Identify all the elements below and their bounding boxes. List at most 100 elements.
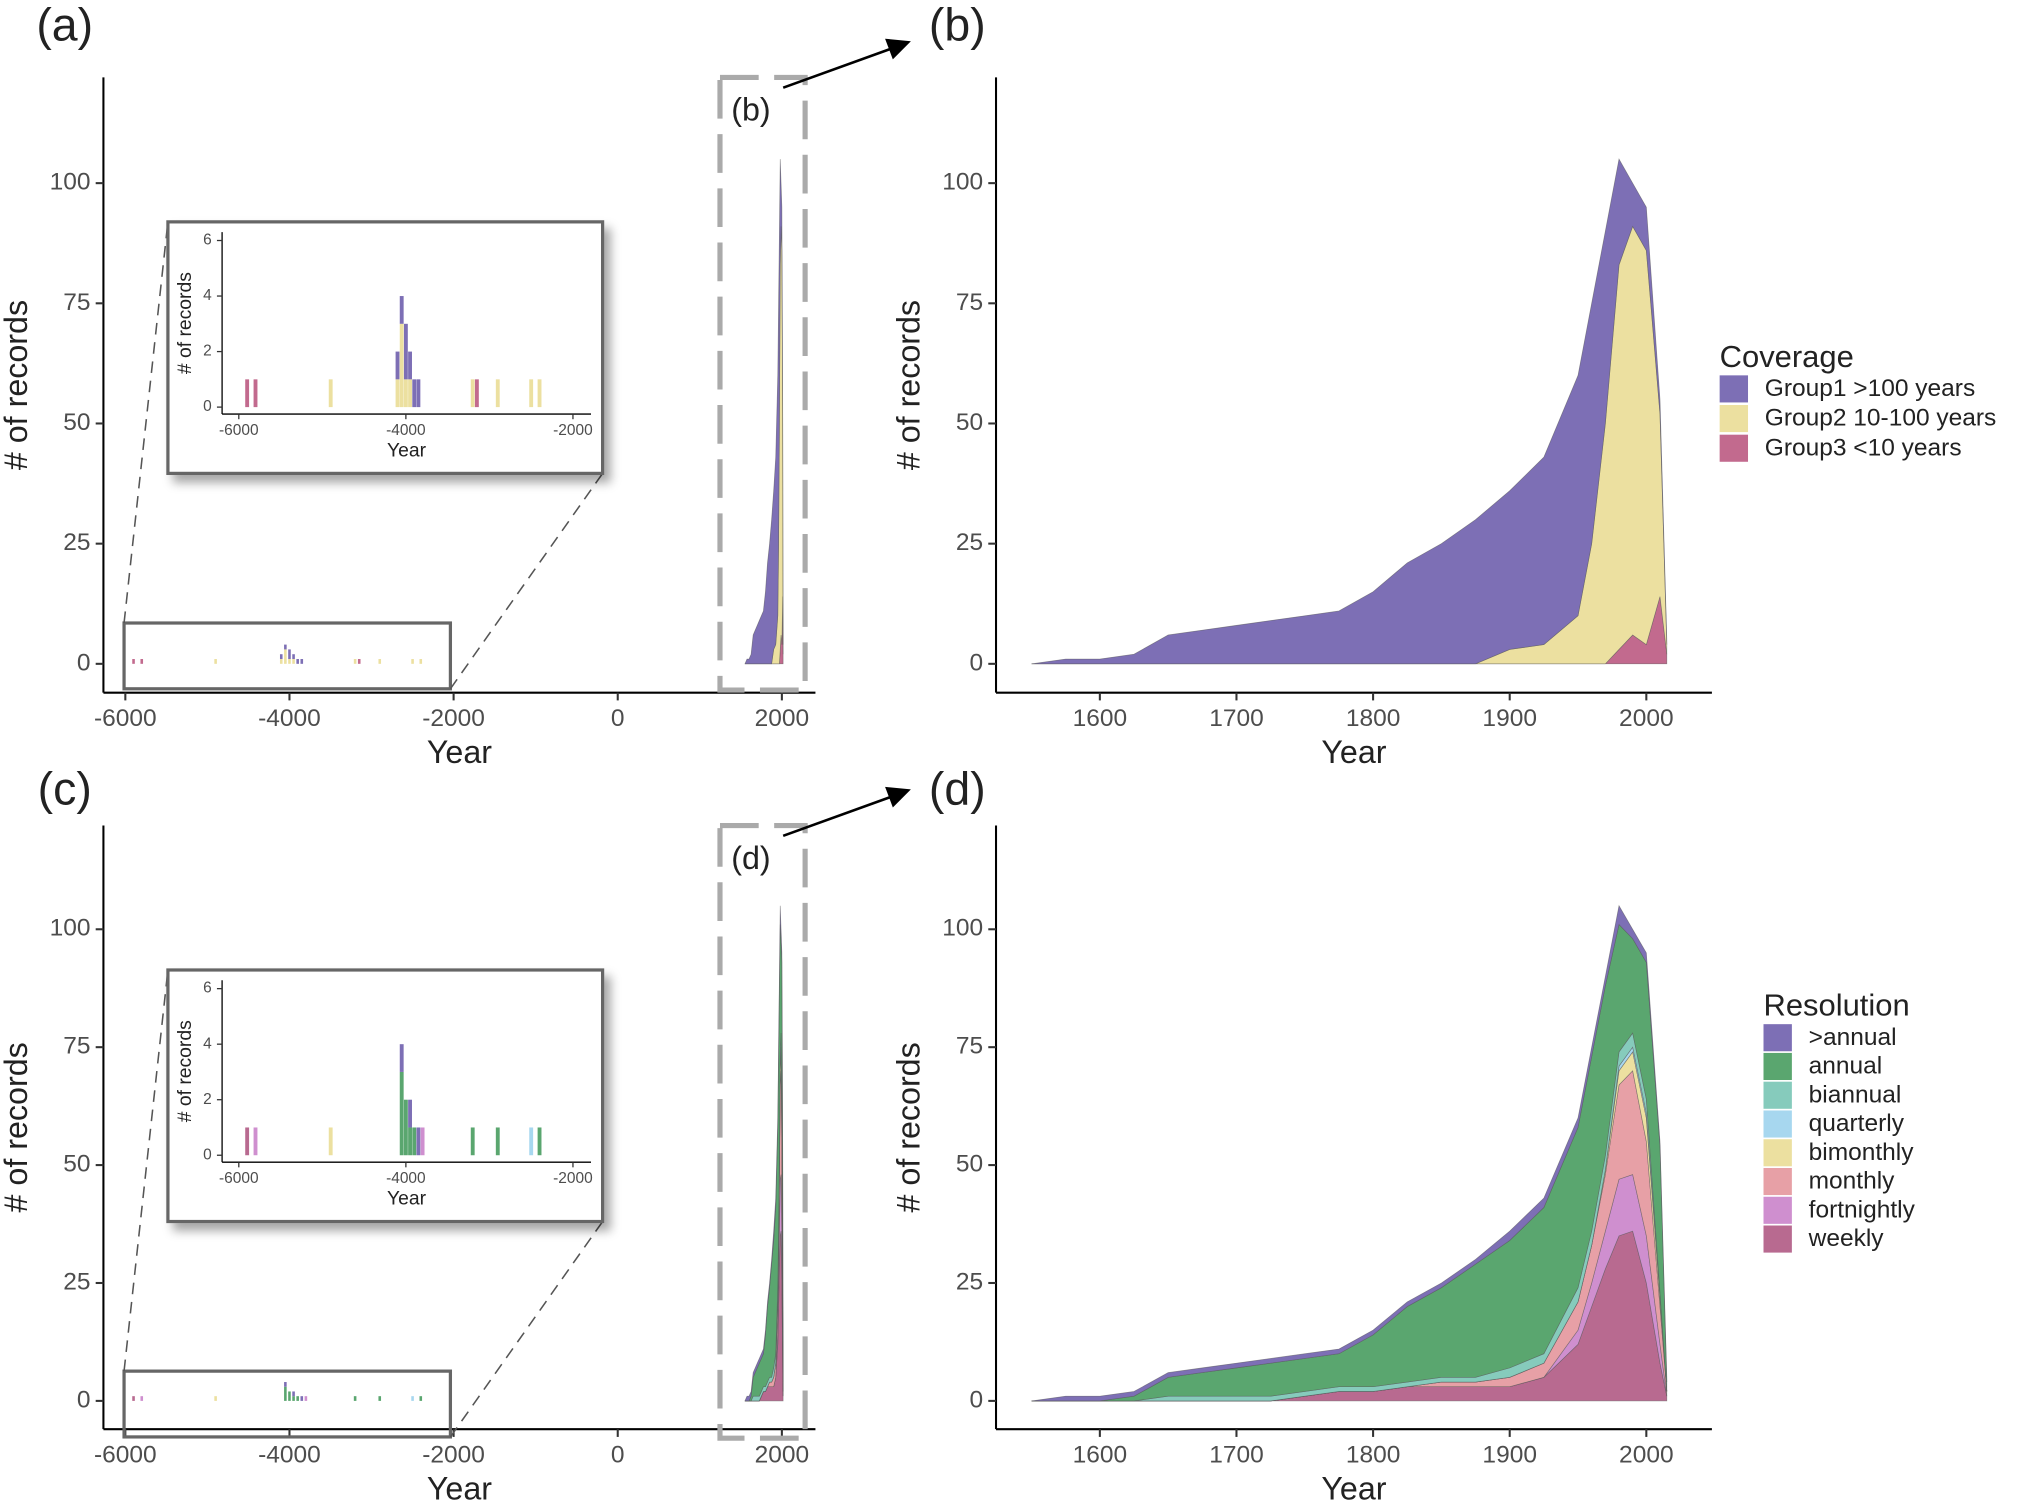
zoom-label: (b) [731, 92, 770, 128]
bar [328, 379, 333, 408]
bar [279, 659, 283, 664]
bar [132, 1396, 135, 1401]
bar [300, 1396, 304, 1401]
bar [529, 1127, 534, 1156]
y-axis-title: # of records [890, 300, 926, 470]
bar [357, 659, 361, 664]
x-tick-label: -2000 [553, 422, 593, 439]
bar [292, 659, 295, 664]
bar [353, 659, 357, 664]
connector [123, 969, 169, 1372]
y-tick-label: 0 [77, 1386, 91, 1413]
x-axis-title: Year [427, 734, 492, 770]
connector [449, 1221, 604, 1438]
area [744, 159, 784, 665]
x-tick-label: -4000 [258, 705, 321, 732]
bar [529, 379, 534, 408]
bar [284, 644, 287, 650]
legend-swatch [1763, 1167, 1792, 1196]
zoom-box [122, 621, 453, 691]
bar [300, 659, 304, 664]
bar [132, 659, 135, 664]
bar [416, 379, 421, 408]
bar [420, 1127, 425, 1156]
bar [284, 1382, 287, 1387]
bar [245, 379, 250, 408]
x-tick-label: -2000 [553, 1170, 593, 1187]
bar [399, 1071, 404, 1156]
legend-title: Coverage [1720, 339, 1854, 374]
y-tick-label: 4 [203, 1035, 212, 1052]
bar [395, 379, 400, 408]
legend-swatch [1763, 1110, 1792, 1138]
y-tick-label: 0 [203, 1146, 212, 1163]
bar [304, 1396, 308, 1401]
legend-label: biannual [1809, 1081, 1902, 1108]
bar [403, 379, 408, 408]
y-tick-label: 25 [956, 529, 983, 556]
x-tick-label: 1900 [1482, 705, 1537, 732]
bar [419, 659, 423, 664]
bar [408, 1099, 412, 1128]
bar [495, 1127, 500, 1156]
area [744, 905, 784, 1402]
connector [449, 472, 604, 690]
y-tick-label: 100 [942, 915, 983, 942]
y-tick-label: 6 [203, 980, 212, 997]
bar [292, 1391, 295, 1397]
legend-label: Group2 10-100 years [1765, 405, 1997, 432]
legend-label: annual [1809, 1053, 1883, 1080]
bar [470, 379, 475, 408]
bar [253, 1127, 258, 1156]
arrow [782, 47, 891, 89]
x-tick-label: -4000 [386, 422, 426, 439]
bar [412, 1127, 417, 1156]
y-tick-label: 50 [956, 1151, 983, 1178]
y-tick-label: 50 [956, 409, 983, 436]
bar [411, 659, 414, 664]
bar [214, 1396, 217, 1401]
bar [408, 351, 412, 380]
x-tick-label: 1800 [1346, 1442, 1401, 1469]
bar [537, 379, 542, 408]
y-tick-label: 25 [63, 529, 90, 556]
x-axis-title: Year [387, 440, 427, 462]
x-tick-label: 1700 [1209, 1442, 1264, 1469]
panel-label: (a) [36, 0, 93, 51]
x-tick-label: 1800 [1346, 705, 1401, 732]
bar [403, 323, 408, 380]
x-tick-label: 2000 [1619, 705, 1674, 732]
bar [408, 1127, 412, 1156]
y-tick-label: 100 [50, 169, 91, 196]
y-axis-title: # of records [174, 272, 196, 374]
bar [245, 1127, 250, 1156]
x-tick-label: 1600 [1073, 705, 1128, 732]
y-axis-title: # of records [174, 1020, 196, 1122]
legend-swatch [1763, 1024, 1792, 1052]
x-tick-label: 1600 [1073, 1442, 1128, 1469]
bar [495, 379, 500, 408]
y-tick-label: 75 [63, 1033, 90, 1060]
y-tick-label: 50 [63, 1151, 90, 1178]
legend-title: Resolution [1764, 988, 1910, 1023]
bar [284, 1386, 287, 1401]
x-tick-label: -6000 [94, 1442, 157, 1469]
legend-swatch [1719, 375, 1749, 403]
legend-label: bimonthly [1809, 1139, 1915, 1166]
legend-label: weekly [1808, 1225, 1885, 1252]
y-tick-label: 100 [50, 915, 91, 942]
bar [470, 1127, 475, 1156]
y-tick-label: 25 [956, 1268, 983, 1295]
y-tick-label: 4 [203, 287, 212, 304]
bar [288, 1391, 291, 1401]
bar [140, 1396, 144, 1401]
x-tick-label: 1700 [1209, 705, 1264, 732]
bar [292, 1396, 295, 1401]
x-tick-label: -2000 [422, 705, 485, 732]
bar [284, 649, 287, 664]
x-tick-label: -4000 [386, 1170, 426, 1187]
bar [395, 351, 400, 380]
legend-label: >annual [1809, 1024, 1897, 1051]
